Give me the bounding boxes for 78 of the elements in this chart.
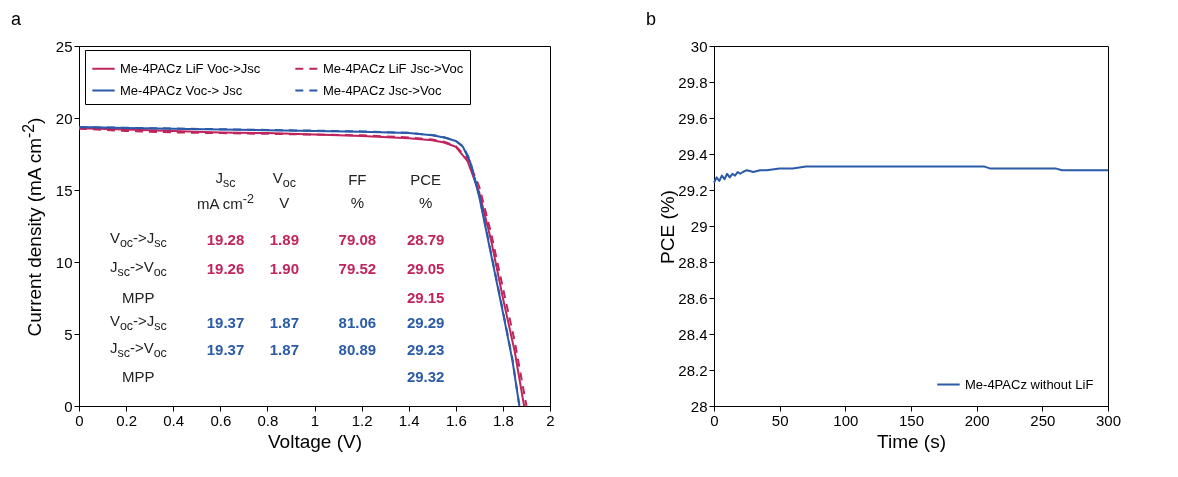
y-tick-label: 10 bbox=[55, 253, 73, 271]
y-axis-title: PCE (%) bbox=[656, 189, 678, 264]
annotation: 19.28 bbox=[206, 230, 245, 248]
legend-label: Me-4PACz LiF Voc->Jsc bbox=[120, 60, 261, 76]
x-tick-label: 1.6 bbox=[445, 411, 467, 429]
y-tick-label: 20 bbox=[55, 109, 73, 127]
x-tick-label: 0.4 bbox=[163, 411, 185, 429]
x-tick-label: 1.2 bbox=[351, 411, 373, 429]
y-tick-label: 28.8 bbox=[678, 253, 708, 271]
annotation: 19.37 bbox=[206, 340, 245, 358]
annotation: 29.15 bbox=[406, 288, 445, 306]
legend-label: Me-4PACz Voc-> Jsc bbox=[120, 82, 243, 98]
y-tick-label: 5 bbox=[64, 325, 73, 343]
x-tick-label: 0.2 bbox=[116, 411, 138, 429]
annotation: 1.87 bbox=[269, 313, 299, 331]
x-tick-label: 0.8 bbox=[257, 411, 279, 429]
y-tick-label: 25 bbox=[55, 37, 73, 55]
annotation: MPP bbox=[122, 367, 155, 385]
x-tick-label: 150 bbox=[898, 411, 925, 429]
y-tick-label: 28 bbox=[690, 397, 708, 415]
x-tick-label: 100 bbox=[833, 411, 859, 429]
annotation: mA cm$^{-2}$ bbox=[197, 192, 254, 213]
y-tick-label: 28.4 bbox=[678, 325, 708, 343]
annotation: 29.29 bbox=[406, 313, 445, 331]
x-axis-title: Voltage (V) bbox=[268, 430, 362, 452]
annotation: V$_{oc}$->J$_{sc}$ bbox=[109, 228, 167, 250]
line-series bbox=[713, 165, 1109, 184]
annotation: PCE bbox=[410, 170, 442, 188]
annotation: 1.89 bbox=[269, 230, 299, 248]
annotation: 79.08 bbox=[338, 230, 377, 248]
annotation: 1.87 bbox=[269, 340, 299, 358]
y-tick-label: 28.2 bbox=[678, 361, 708, 379]
y-tick-label: 28.6 bbox=[678, 289, 708, 307]
legend-label: Me-4PACz LiF Jsc->Voc bbox=[323, 60, 464, 76]
y-tick-label: 29.2 bbox=[678, 181, 708, 199]
x-tick-label: 300 bbox=[1095, 411, 1122, 429]
annotation: 81.06 bbox=[338, 313, 377, 331]
y-tick-label: 0 bbox=[64, 397, 73, 415]
annotation: J$_{sc}$->V$_{oc}$ bbox=[109, 257, 167, 279]
annotation: V$_{oc}$->J$_{sc}$ bbox=[109, 311, 167, 333]
chart-title: b bbox=[646, 9, 657, 29]
y-tick-label: 29.8 bbox=[678, 73, 708, 91]
y-tick-label: 29.6 bbox=[678, 109, 708, 127]
annotation: % bbox=[419, 193, 433, 211]
x-tick-label: 0 bbox=[710, 411, 719, 429]
y-tick-label: 15 bbox=[55, 181, 73, 199]
annotation: 29.32 bbox=[406, 367, 445, 385]
annotation: 79.52 bbox=[338, 259, 377, 277]
x-tick-label: 1.8 bbox=[492, 411, 514, 429]
chart-title: a bbox=[11, 9, 22, 29]
x-tick-label: 1 bbox=[310, 411, 320, 429]
annotation: J$_{sc}$->V$_{oc}$ bbox=[109, 338, 167, 360]
y-tick-label: 29 bbox=[690, 217, 708, 235]
annotation: % bbox=[350, 193, 365, 211]
annotation: 80.89 bbox=[338, 340, 377, 358]
x-tick-label: 1.4 bbox=[398, 411, 420, 429]
annotation: 28.79 bbox=[406, 230, 445, 248]
x-tick-label: 0 bbox=[75, 411, 84, 429]
y-tick-label: 30 bbox=[690, 37, 708, 55]
annotation: V$_{oc}$ bbox=[272, 168, 296, 190]
annotation: 29.23 bbox=[406, 340, 445, 358]
annotation: J$_{sc}$ bbox=[215, 168, 236, 190]
annotation: 19.26 bbox=[206, 259, 245, 277]
x-tick-label: 2 bbox=[546, 411, 555, 429]
x-tick-label: 50 bbox=[771, 411, 789, 429]
legend-label: Me-4PACz Jsc->Voc bbox=[323, 82, 443, 98]
annotation: 1.90 bbox=[269, 259, 299, 277]
x-tick-label: 0.6 bbox=[210, 411, 232, 429]
x-tick-label: 250 bbox=[1030, 411, 1056, 429]
annotation: V bbox=[279, 193, 290, 211]
x-tick-label: 200 bbox=[964, 411, 990, 429]
annotation: 19.37 bbox=[206, 313, 245, 331]
y-tick-label: 29.4 bbox=[678, 145, 708, 163]
annotation: FF bbox=[348, 170, 367, 188]
annotation: 29.05 bbox=[406, 259, 445, 277]
annotation: MPP bbox=[122, 288, 155, 306]
legend-label: Me-4PACz without LiF bbox=[965, 376, 1094, 392]
x-axis-title: Time (s) bbox=[877, 430, 946, 452]
